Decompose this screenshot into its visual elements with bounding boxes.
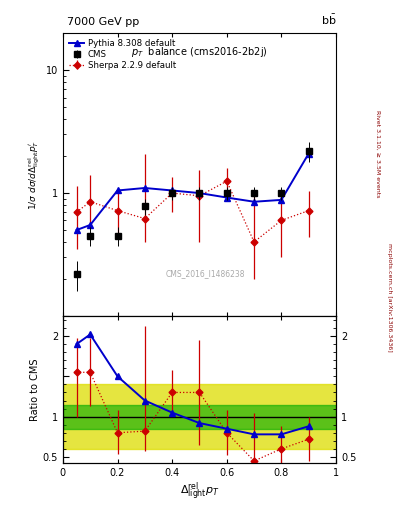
Text: Rivet 3.1.10, ≥ 3.5M events: Rivet 3.1.10, ≥ 3.5M events — [376, 110, 380, 197]
Y-axis label: $1/\sigma\ d\sigma/d\Delta^{\rm rel}_{\rm light}p_T'$: $1/\sigma\ d\sigma/d\Delta^{\rm rel}_{\r… — [26, 140, 42, 209]
Line: Pythia 8.308 default: Pythia 8.308 default — [73, 151, 312, 233]
Pythia 8.308 default — [88, 222, 93, 228]
Pythia 8.308 default — [197, 190, 202, 196]
Pythia 8.308 default — [307, 151, 311, 157]
Legend: Pythia 8.308 default, CMS, Sherpa 2.2.9 default: Pythia 8.308 default, CMS, Sherpa 2.2.9 … — [67, 37, 178, 72]
Text: $p_T\ $ balance (cms2016-2b2j): $p_T\ $ balance (cms2016-2b2j) — [131, 45, 268, 58]
Pythia 8.308 default — [170, 187, 174, 194]
Text: CMS_2016_I1486238: CMS_2016_I1486238 — [165, 269, 245, 278]
Pythia 8.308 default — [279, 197, 284, 203]
Pythia 8.308 default — [143, 185, 147, 191]
Pythia 8.308 default — [115, 187, 120, 194]
Text: mcplots.cern.ch [arXiv:1306.3436]: mcplots.cern.ch [arXiv:1306.3436] — [387, 243, 391, 351]
Text: b$\bar{\mathrm{b}}$: b$\bar{\mathrm{b}}$ — [321, 12, 336, 27]
X-axis label: $\Delta^{\rm rel}_{{\rm light}}p_T$: $\Delta^{\rm rel}_{{\rm light}}p_T$ — [180, 481, 219, 503]
Text: 7000 GeV pp: 7000 GeV pp — [67, 16, 139, 27]
Pythia 8.308 default — [252, 199, 256, 205]
Bar — [63, 404, 336, 429]
Y-axis label: Ratio to CMS: Ratio to CMS — [30, 358, 40, 421]
Pythia 8.308 default — [224, 195, 229, 201]
Bar — [63, 385, 336, 449]
Pythia 8.308 default — [74, 227, 79, 233]
